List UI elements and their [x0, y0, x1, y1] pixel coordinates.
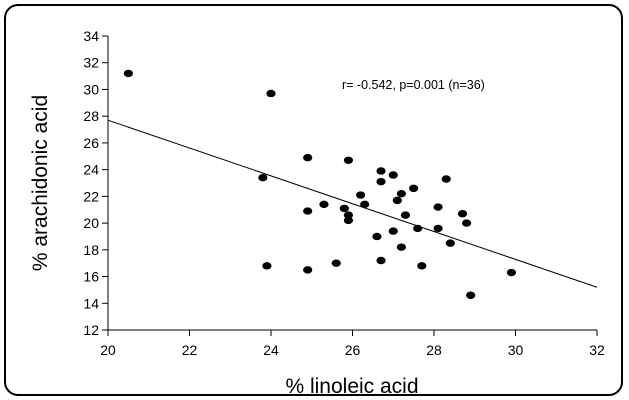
y-tick-label: 28	[83, 108, 99, 124]
data-point	[392, 196, 402, 205]
x-tick-label: 20	[100, 342, 116, 358]
y-tick-label: 22	[83, 188, 99, 204]
data-point	[372, 232, 382, 241]
data-point	[303, 153, 313, 162]
data-point	[433, 203, 443, 211]
data-point	[417, 262, 427, 270]
data-point	[303, 207, 313, 215]
ticks: 12 14 16 18 20 22 24 26 28 30 32 34 20 22 24 26 28 30 32	[83, 28, 605, 358]
x-tick-label: 26	[345, 342, 361, 358]
x-tick-label: 22	[182, 342, 198, 358]
data-point	[343, 156, 354, 164]
data-point	[258, 173, 268, 182]
y-tick-label: 18	[83, 242, 99, 258]
y-tick-label: 16	[83, 269, 99, 285]
data-point	[376, 167, 386, 175]
x-tick-label: 28	[426, 342, 442, 358]
data-point	[376, 177, 386, 186]
data-point	[388, 171, 398, 179]
data-point	[400, 211, 411, 219]
data-point	[413, 224, 423, 233]
chart-frame	[4, 4, 623, 396]
y-tick-label: 26	[83, 135, 99, 151]
data-point	[409, 184, 419, 193]
data-point	[396, 243, 406, 251]
y-tick-label: 30	[83, 81, 99, 97]
data-point	[266, 89, 276, 98]
y-tick-label: 32	[83, 55, 99, 71]
data-point	[466, 291, 476, 299]
data-point	[356, 191, 366, 199]
data-point	[376, 256, 386, 265]
data-point	[343, 216, 354, 225]
trendline	[107, 119, 598, 288]
data-point	[123, 69, 133, 78]
data-point	[388, 227, 398, 235]
y-tick-label: 14	[83, 295, 99, 311]
data-point	[445, 239, 455, 247]
data-point	[462, 219, 472, 227]
data-point	[360, 200, 370, 209]
x-tick-label: 30	[508, 342, 524, 358]
data-points	[123, 69, 517, 299]
x-tick-label: 32	[589, 342, 605, 358]
data-point	[343, 211, 354, 219]
correlation-annotation: r= -0.542, p=0.001 (n=36)	[342, 78, 485, 92]
x-axis-label: % linoleic acid	[285, 375, 418, 398]
data-point	[441, 175, 451, 183]
y-tick-label: 12	[83, 322, 99, 338]
data-point	[319, 200, 329, 209]
data-point	[262, 262, 272, 270]
y-tick-label: 34	[83, 28, 99, 44]
x-tick-label: 24	[263, 342, 279, 358]
data-point	[303, 266, 313, 274]
trendline-group	[107, 119, 598, 288]
y-tick-label: 20	[83, 215, 99, 231]
data-point	[339, 204, 349, 213]
data-point	[457, 210, 468, 218]
data-point	[396, 189, 406, 198]
y-tick-label: 24	[83, 162, 99, 178]
data-point	[331, 259, 341, 267]
y-axis-label: % arachidonic acid	[29, 95, 52, 271]
data-point	[506, 268, 517, 277]
data-point	[433, 224, 443, 233]
